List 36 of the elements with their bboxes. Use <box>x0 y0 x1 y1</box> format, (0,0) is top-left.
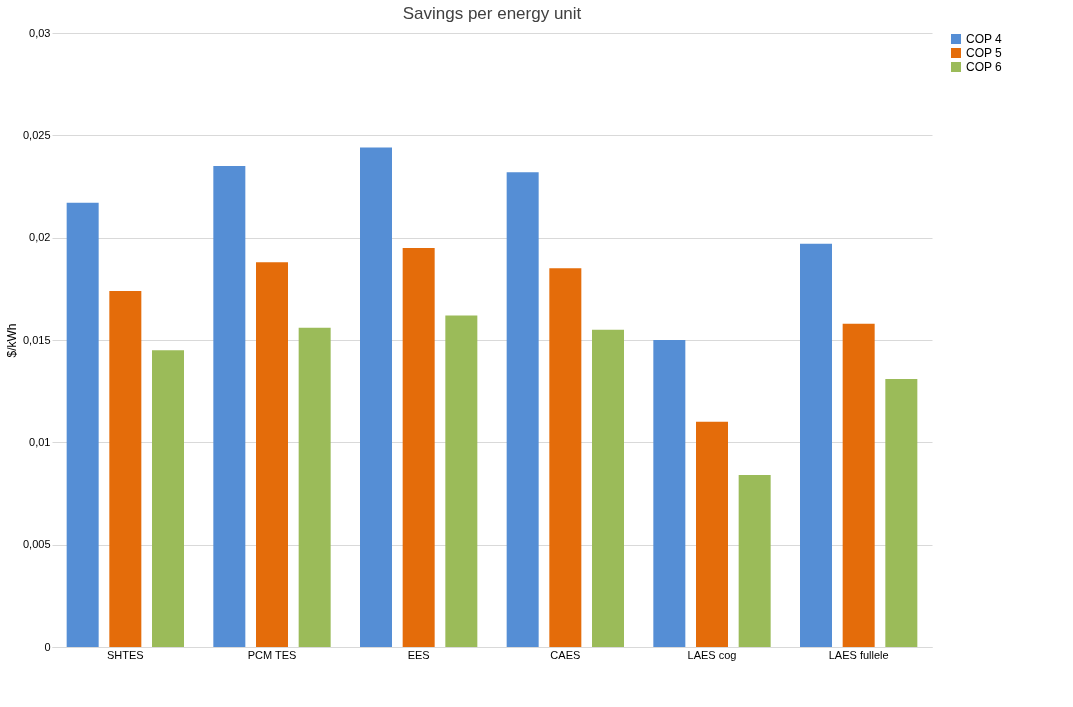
y-tick-label: 0,005 <box>22 538 51 551</box>
bar <box>696 421 728 647</box>
y-tick-label: 0,01 <box>29 435 51 448</box>
x-tick-label: EES <box>407 648 430 661</box>
x-tick-label: CAES <box>550 648 581 661</box>
bar <box>298 327 331 647</box>
x-tick-label: LAES fullele <box>828 648 889 661</box>
bar <box>653 340 686 647</box>
legend-label: COP 5 <box>966 46 1003 60</box>
x-tick-label: LAES cog <box>687 648 737 661</box>
y-tick-label: 0,015 <box>22 333 51 346</box>
y-tick-label: 0,02 <box>29 231 51 244</box>
chart-title: Savings per energy unit <box>402 4 582 23</box>
y-tick-label: 0,025 <box>22 128 51 141</box>
y-axis-title: $/kWh <box>4 323 19 358</box>
bar <box>256 262 288 647</box>
bar <box>592 329 624 647</box>
bar <box>549 268 582 647</box>
x-tick-label: PCM TES <box>247 648 297 661</box>
bar <box>800 243 832 647</box>
bar <box>152 350 184 647</box>
y-tick-label: 0 <box>44 640 51 653</box>
bar <box>506 172 539 647</box>
x-tick-label: SHTES <box>106 648 144 661</box>
bar <box>109 290 142 647</box>
bar <box>360 147 392 647</box>
bar <box>738 475 771 647</box>
bar <box>402 247 435 647</box>
bar <box>445 315 478 647</box>
bar <box>885 378 918 647</box>
bar <box>842 323 875 647</box>
y-tick-label: 0,03 <box>29 26 51 39</box>
bar <box>66 202 99 647</box>
bar <box>213 166 246 647</box>
legend-label: COP 4 <box>966 32 1003 46</box>
legend-label: COP 6 <box>966 60 1003 74</box>
